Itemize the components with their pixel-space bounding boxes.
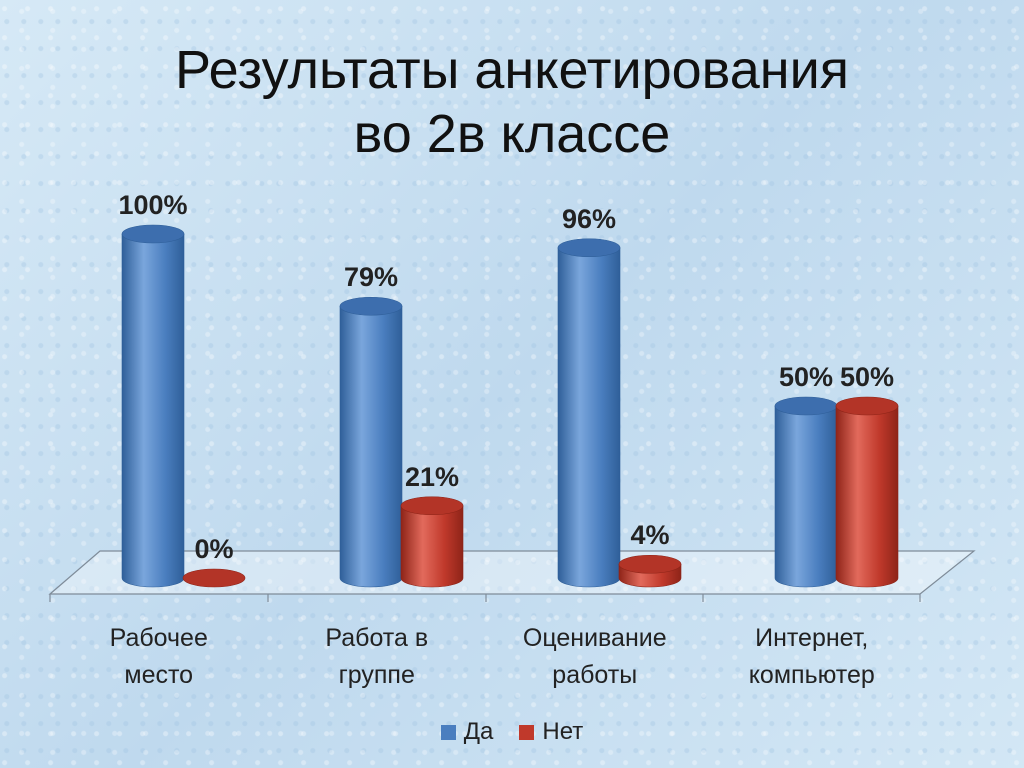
bar-body: [835, 405, 899, 588]
slide-title-line-2: во 2в классе: [353, 104, 671, 164]
bar-top: [400, 496, 464, 516]
bar-body: [339, 305, 403, 588]
legend-label-yes: Да: [463, 718, 494, 745]
data-label: 21%: [405, 462, 459, 492]
chart-floor-plane: [48, 550, 976, 595]
legend-label-no: Нет: [542, 718, 584, 745]
legend-item-no: Нет: [519, 718, 583, 746]
legend-swatch-no: [519, 724, 535, 740]
slide-title: Результаты анкетирования во 2в классе: [0, 38, 1024, 166]
category-label: работы: [552, 661, 637, 689]
legend-swatch-yes: [440, 724, 456, 740]
bar-body: [121, 233, 185, 588]
data-label: 0%: [194, 534, 233, 564]
category-label: Оценивание: [523, 624, 667, 652]
bar-yes-3: [774, 396, 838, 588]
legend-item-yes: Да: [440, 718, 494, 746]
bar-top: [182, 568, 246, 588]
chart-legend: Да Нет: [0, 718, 1024, 746]
bar-top: [774, 396, 838, 416]
bar-no-2: [618, 554, 682, 588]
bar-yes-1: [339, 296, 403, 588]
data-label: 96%: [562, 204, 616, 234]
bar-yes-0: [121, 224, 185, 588]
bar-body: [557, 247, 621, 588]
bar-body: [774, 405, 838, 588]
bar-top: [618, 554, 682, 574]
data-label: 50%: [779, 362, 833, 392]
category-label: Рабочее: [110, 624, 208, 652]
slide-title-line-1: Результаты анкетирования: [174, 40, 850, 100]
category-label: группе: [339, 661, 415, 689]
chart-floor: [48, 550, 976, 602]
bar-no-3: [835, 396, 899, 588]
bar-no-0: [182, 568, 246, 588]
bar-yes-2: [557, 238, 621, 588]
data-label: 79%: [344, 262, 398, 292]
category-label: Интернет,: [755, 624, 868, 652]
category-label: компьютер: [749, 661, 875, 689]
bar-top: [121, 224, 185, 244]
bar-top: [339, 296, 403, 316]
bar-top: [835, 396, 899, 416]
bar-top: [557, 238, 621, 258]
chart-bars: [121, 224, 899, 588]
category-label: Работа в: [325, 624, 428, 652]
bar-no-1: [400, 496, 464, 588]
bar-body: [400, 505, 464, 588]
data-label: 50%: [840, 362, 894, 392]
category-label: место: [124, 661, 193, 689]
data-label: 4%: [630, 520, 669, 550]
data-label: 100%: [118, 190, 187, 220]
chart-labels: 100% 0% Рабочее место 79% 21% Работа в группе 96…: [110, 190, 894, 689]
